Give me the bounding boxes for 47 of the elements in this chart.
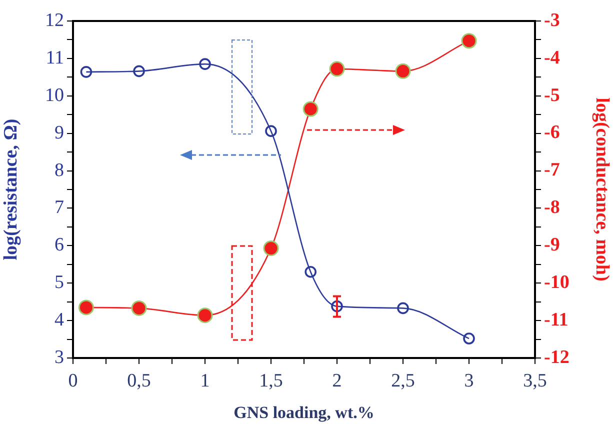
y-tick-label: 10 [45,84,64,106]
x-tick-label: 3 [464,370,474,392]
y2-tick-label: -4 [544,47,560,68]
point [302,101,318,117]
point [463,332,475,344]
y-tick-label: 4 [54,310,64,331]
y-tick-label: 7 [54,197,64,218]
point [395,63,411,79]
x-tick-label: 3,5 [523,370,547,392]
x-tick-label: 0 [68,370,78,392]
point [199,58,211,70]
point [331,300,343,312]
y-tick-label: 3 [54,346,64,368]
point [131,300,147,316]
y2-tick-label: -6 [544,122,560,144]
y2-tick-label: -10 [544,272,570,294]
point [133,65,145,78]
point [265,125,277,137]
y-tick-label: 5 [54,272,64,294]
point [197,308,213,324]
x-tick-label: 0,5 [127,370,151,392]
point [80,66,92,78]
y-tick-label: 12 [45,10,64,31]
y2-axis-title: log(conductance, moh) [592,98,613,282]
x-tick-label: 2,5 [391,370,415,392]
y2-tick-label: -12 [544,346,570,368]
y-tick-label: 11 [46,47,64,68]
y2-tick-label: -9 [544,234,560,256]
point [397,302,409,314]
point [304,266,316,278]
point [78,300,94,316]
point [461,33,477,49]
y-tick-label: 9 [54,122,64,144]
point [329,61,345,77]
point [263,240,279,256]
y2-tick-label: -3 [544,10,560,31]
y-tick-label: 8 [54,160,64,181]
y2-tick-label: -8 [544,197,560,218]
x-tick-label: 1,5 [259,370,283,392]
x-axis-title: GNS loading, wt.% [234,403,374,422]
y2-tick-label: -5 [544,84,560,106]
x-tick-label: 1 [200,370,210,392]
x-tick-label: 2 [332,370,342,392]
y2-tick-label: -11 [544,309,568,330]
y-tick-label: 6 [54,234,64,256]
y2-tick-label: -7 [544,160,560,181]
y-axis-title: log(resistance, Ω) [0,118,22,260]
